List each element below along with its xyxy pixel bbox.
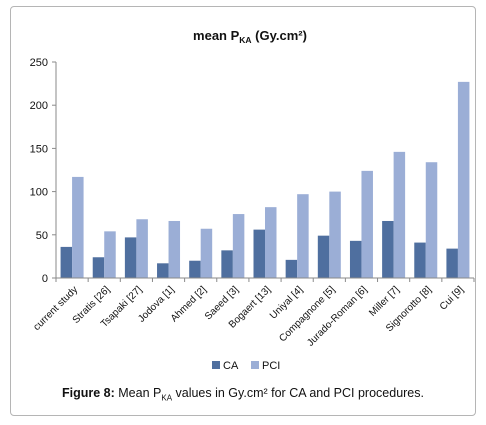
bar-pci	[393, 151, 406, 278]
chart-title-sub: KA	[239, 35, 251, 45]
bar-pci	[72, 176, 84, 278]
y-tick-label: 0	[42, 273, 48, 285]
bar-ca	[92, 257, 105, 278]
bar-ca	[221, 250, 233, 278]
bar-ca	[382, 220, 394, 278]
x-tick-label: Jurado-Roman [6]	[305, 284, 370, 349]
bar-ca	[285, 259, 298, 278]
legend: CA PCI	[212, 360, 280, 372]
caption-lead: Figure 8:	[62, 386, 115, 400]
caption-text-after: values in Gy.cm² for CA and PCI procedur…	[172, 386, 424, 400]
bar-ca	[189, 260, 201, 278]
y-tick-label: 250	[30, 57, 48, 69]
bar-pci	[265, 207, 277, 278]
x-tick-label: Cui [9]	[438, 284, 466, 312]
chart-title-main: mean P	[193, 28, 240, 43]
bar-ca	[157, 263, 169, 278]
bar-pci	[425, 162, 438, 278]
bar-pci	[136, 219, 148, 278]
bar-ca	[349, 240, 362, 278]
bar-ca	[253, 229, 265, 278]
bar-ca	[317, 235, 330, 278]
bar-pci	[104, 231, 116, 278]
bar-pci	[232, 214, 245, 278]
x-tick-label: current study	[32, 284, 81, 333]
figure-caption: Figure 8: Mean PKA values in Gy.cm² for …	[10, 386, 476, 403]
bar-ca	[124, 237, 137, 278]
bar-pci	[168, 220, 181, 278]
y-tick-label: 100	[30, 187, 48, 199]
y-tick-label: 200	[30, 100, 48, 112]
bar-pci	[361, 170, 373, 278]
legend-label-pci: PCI	[262, 360, 280, 372]
y-axis: 0 50 100 150 200 250	[30, 57, 57, 285]
bar-pci	[297, 194, 309, 278]
x-tick-label: Ahmed [2]	[169, 284, 209, 324]
legend-label-ca: CA	[223, 360, 239, 372]
chart-title: mean PKA (Gy.cm²)	[193, 28, 307, 45]
legend-swatch-pci	[251, 361, 259, 369]
caption-text-before: Mean P	[114, 386, 162, 400]
bar-ca	[414, 242, 426, 278]
y-tick-label: 50	[36, 230, 48, 242]
y-tick-label: 150	[30, 143, 48, 155]
bar-ca	[446, 248, 458, 278]
legend-swatch-ca	[212, 361, 220, 369]
caption-text-sub: KA	[161, 393, 173, 403]
chart-title-unit: (Gy.cm²)	[252, 28, 307, 43]
x-tick-label: Compagnone [5]	[277, 284, 337, 344]
bar-pci	[457, 81, 470, 279]
bar-ca	[60, 246, 73, 278]
bar-pci	[200, 228, 213, 278]
bars	[60, 81, 470, 279]
bar-pci	[329, 191, 341, 278]
